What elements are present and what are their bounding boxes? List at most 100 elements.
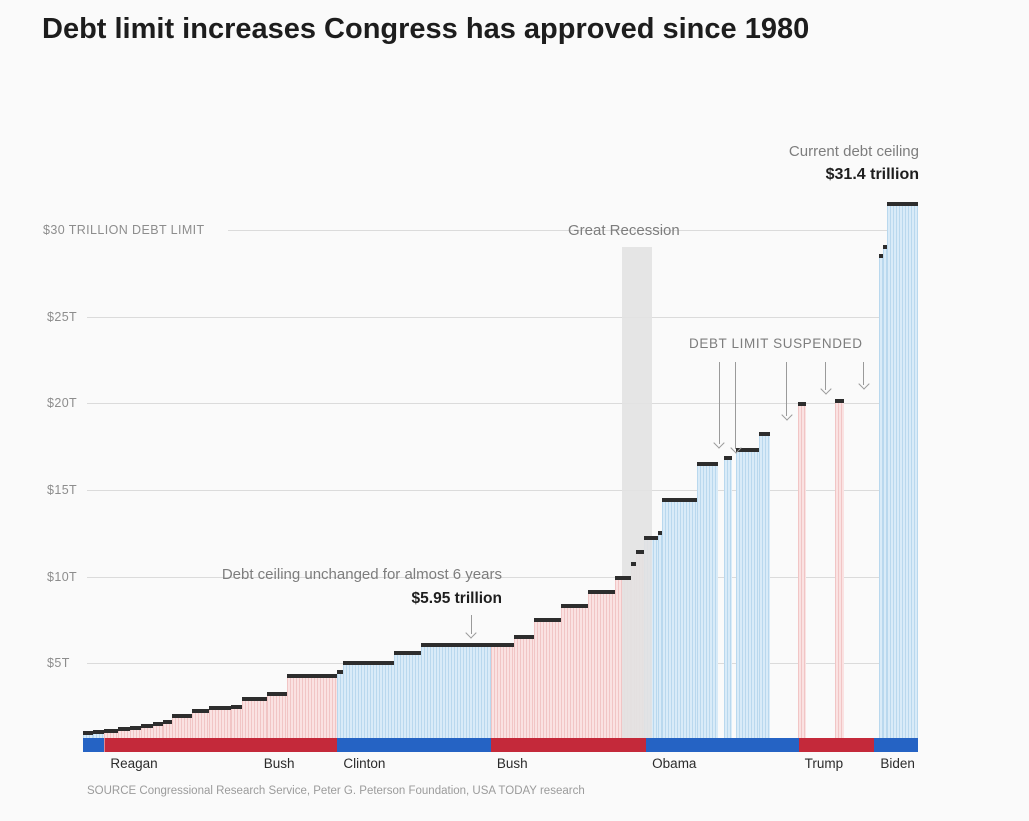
debt-bar-cap: [587, 590, 616, 595]
gridline: [87, 577, 918, 578]
debt-bar: [337, 674, 344, 738]
debt-bar-cap: [393, 650, 421, 655]
y-tick-label: $20T: [47, 396, 78, 410]
debt-bar-cap: [514, 635, 534, 640]
debt-bar-cap: [533, 618, 561, 623]
debt-bar: [490, 646, 515, 738]
debt-bar: [267, 695, 287, 738]
gridline: [228, 230, 918, 231]
debt-bar: [209, 709, 231, 738]
debt-bar-cap: [337, 670, 344, 675]
debt-bar: [172, 718, 192, 738]
debt-bar-cap: [117, 727, 130, 732]
debt-bar-cap: [141, 723, 153, 728]
era-label: Bush: [496, 756, 528, 771]
debt-bar-cap: [490, 642, 515, 647]
debt-bar-cap: [242, 697, 268, 702]
debt-bar: [92, 733, 105, 738]
unchanged-6-years-label: Debt ceiling unchanged for almost 6 year…: [221, 566, 502, 583]
y-tick-label: $25T: [47, 310, 78, 324]
gridline: [87, 403, 918, 404]
era-segment: [337, 738, 491, 752]
debt-bar: [230, 709, 243, 738]
y-tick-label: $5T: [47, 656, 70, 670]
era-label: Clinton: [343, 756, 386, 771]
current-debt-ceiling-label: Current debt ceiling: [788, 143, 919, 160]
debt-bar: [162, 724, 173, 738]
current-debt-ceiling-value: $31.4 trillion: [825, 166, 919, 183]
debt-bar-cap: [420, 642, 491, 647]
era-label: Trump: [804, 756, 844, 771]
y-tick-label: $15T: [47, 483, 78, 497]
suspension-arrow-head: [858, 377, 870, 390]
suspension-arrow: [718, 361, 720, 444]
debt-bar-cap: [636, 549, 645, 554]
debt-bar-cap: [834, 399, 845, 404]
debt-bar: [723, 460, 732, 738]
debt-bar-cap: [343, 661, 394, 666]
debt-bar: [343, 665, 394, 738]
era-segment: [490, 738, 647, 752]
debt-bar: [104, 732, 118, 738]
gridline: [87, 317, 918, 318]
debt-bar-cap: [723, 456, 732, 461]
debt-bar: [883, 248, 887, 738]
suspension-arrow: [863, 361, 865, 385]
era-segment: [104, 738, 258, 752]
debt-bar: [696, 465, 719, 738]
debt-bar: [393, 654, 421, 738]
debt-bar-cap: [92, 729, 105, 734]
era-label: Bush: [263, 756, 295, 771]
debt-bar: [514, 639, 534, 738]
debt-bar: [587, 594, 616, 738]
debt-bar: [834, 403, 845, 738]
source-line: SOURCE Congressional Research Service, P…: [87, 785, 585, 797]
debt-bar: [797, 405, 807, 738]
era-segment: [646, 738, 799, 752]
era-segment: [257, 738, 338, 752]
suspension-arrow: [735, 361, 736, 449]
debt-bar-cap: [696, 461, 719, 466]
era-label: Biden: [880, 756, 915, 771]
suspension-arrow-head: [713, 436, 725, 449]
suspension-arrow: [825, 361, 827, 390]
debt-bar-cap: [172, 714, 192, 719]
debt-bar: [758, 435, 771, 738]
recession-band: [621, 247, 652, 738]
debt-bar: [152, 725, 163, 738]
debt-bar-cap: [560, 604, 588, 609]
debt-bar: [560, 608, 588, 738]
debt-bar-cap: [83, 730, 93, 735]
suspension-arrow-head: [781, 409, 793, 421]
great-recession-label: Great Recession: [568, 222, 680, 239]
unchanged-6-years-value: $5.95 trillion: [411, 590, 502, 607]
debt-bar-cap: [615, 575, 631, 580]
debt-bar: [117, 731, 130, 738]
debt-bar: [879, 257, 884, 738]
era-label: Reagan: [110, 756, 158, 771]
debt-bar-cap: [630, 561, 637, 566]
debt-bar-cap: [104, 728, 118, 733]
debt-bar-cap: [661, 498, 697, 503]
debt-bar-cap: [886, 201, 919, 206]
debt-bar-cap: [758, 431, 771, 436]
debt-bar: [191, 713, 210, 738]
debt-bar: [420, 646, 491, 738]
debt-bar-cap: [879, 253, 884, 258]
debt-bar-cap: [209, 705, 231, 710]
y-tick-label: $30 TRILLION DEBT LIMIT: [43, 223, 205, 237]
debt-bar-cap: [152, 721, 163, 726]
debt-bar-cap: [657, 531, 662, 536]
y-tick-label: $10T: [47, 570, 78, 584]
debt-bar: [242, 701, 268, 738]
era-segment: [83, 738, 105, 752]
debt-bar: [141, 727, 153, 738]
debt-bar-cap: [191, 709, 210, 714]
debt-bar-cap: [129, 726, 142, 731]
debt-bar: [129, 730, 142, 738]
debt-bar-cap: [644, 536, 658, 541]
unchanged-arrow-head: [465, 627, 478, 639]
era-segment: [874, 738, 919, 752]
